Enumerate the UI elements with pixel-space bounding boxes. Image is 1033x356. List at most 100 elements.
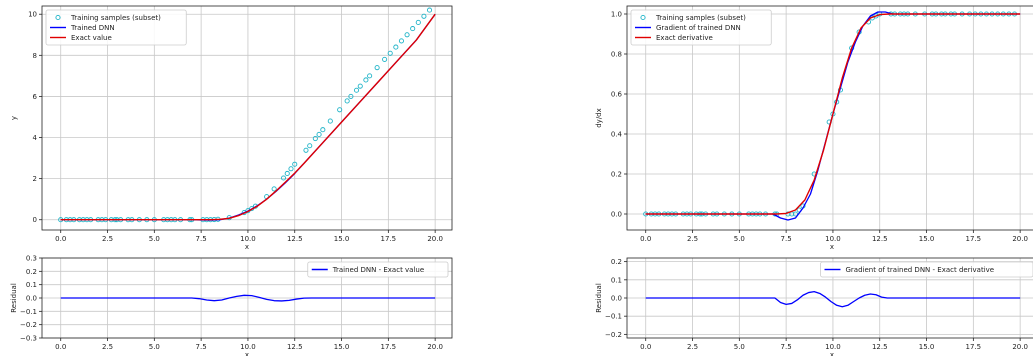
data-point — [348, 93, 354, 99]
x-tick-label: 7.5 — [196, 235, 207, 243]
exact-line — [645, 13, 1021, 215]
x-tick-label: 5.0 — [734, 343, 745, 351]
legend-label: Exact value — [71, 34, 112, 42]
x-axis-label: x — [245, 351, 249, 356]
x-tick-label: 17.5 — [966, 343, 982, 351]
x-tick-label: 2.5 — [687, 235, 698, 243]
data-point — [271, 186, 277, 192]
y-tick-label: 0.2 — [611, 258, 622, 266]
y-tick-label: 0.2 — [611, 171, 622, 179]
x-axis-label: x — [830, 351, 834, 356]
y-tick-label: 0.2 — [26, 268, 37, 276]
x-tick-label: 10.0 — [825, 235, 841, 243]
data-point — [284, 170, 290, 177]
x-tick-label: 15.0 — [334, 235, 350, 243]
data-point — [303, 147, 309, 153]
legend-box — [630, 9, 772, 46]
legend-label: Exact derivative — [656, 34, 713, 42]
legend-marker — [640, 14, 646, 21]
y-tick-label: 0.0 — [26, 295, 37, 303]
x-tick-label: 20.0 — [427, 343, 443, 351]
x-tick-label: 0.0 — [55, 235, 66, 243]
x-tick-label: 17.5 — [381, 343, 397, 351]
y-tick-label: 0.1 — [26, 281, 37, 289]
legend: Trained DNN - Exact value — [307, 261, 449, 278]
y-tick-label: 0.0 — [611, 295, 622, 303]
legend-label: Gradient of trained DNN — [656, 24, 741, 32]
y-tick-label: 0.4 — [611, 131, 623, 139]
y-tick-label: 0.1 — [611, 276, 622, 284]
x-tick-label: 15.0 — [334, 343, 350, 351]
y-axis-label: Residual — [10, 283, 18, 313]
x-tick-label: 10.0 — [825, 343, 841, 351]
x-tick-label: 5.0 — [734, 235, 745, 243]
data-point — [327, 118, 333, 124]
data-point — [404, 32, 410, 38]
x-tick-label: 0.0 — [640, 235, 651, 243]
data-layer — [645, 290, 1021, 308]
x-tick-label: 0.0 — [640, 343, 651, 351]
data-point — [421, 13, 427, 19]
legend: Gradient of trained DNN - Exact derivati… — [820, 261, 1033, 278]
data-point — [393, 44, 399, 50]
legend-label: Training samples (subset) — [655, 14, 746, 22]
dnn-line — [60, 294, 436, 302]
data-point — [320, 127, 326, 133]
x-tick-label: 2.5 — [102, 235, 113, 243]
x-tick-label: 17.5 — [966, 235, 982, 243]
x-tick-label: 20.0 — [1012, 235, 1028, 243]
legend: Training samples (subset) Gradient of tra… — [630, 9, 772, 46]
x-tick-label: 10.0 — [240, 343, 256, 351]
data-point — [288, 166, 294, 172]
subplot-value-residual: 0.0 2.5 5.0 7.5 10.0 12.5 15.0 17.5 20.0 −0.3 −0.2… — [10, 255, 453, 356]
x-tick-label: 7.5 — [196, 343, 207, 351]
marker-series — [58, 7, 433, 223]
exact-line — [60, 13, 436, 221]
axes-frame — [41, 5, 453, 231]
y-tick-label: 8 — [33, 52, 37, 60]
data-layer — [58, 7, 436, 223]
x-tick-label: 2.5 — [687, 343, 698, 351]
y-tick-label: −0.3 — [20, 335, 37, 343]
x-tick-label: 12.5 — [287, 343, 303, 351]
y-tick-label: 1.0 — [611, 11, 622, 19]
data-point — [398, 38, 405, 44]
x-axis-label: x — [830, 243, 834, 251]
y-tick-label: −0.2 — [20, 321, 37, 329]
legend-box — [45, 9, 187, 46]
x-tick-label: 15.0 — [919, 235, 935, 243]
data-point — [337, 107, 343, 113]
y-tick-label: 0 — [33, 216, 37, 224]
data-point — [387, 50, 393, 56]
legend-marker — [55, 14, 61, 21]
x-tick-label: 12.5 — [287, 235, 303, 243]
y-tick-label: −0.1 — [605, 313, 622, 321]
y-tick-label: −0.1 — [20, 308, 37, 316]
axes-frame — [626, 5, 1033, 231]
data-point — [374, 65, 380, 71]
legend-box — [307, 261, 449, 278]
legend-box — [820, 261, 1033, 278]
legend-label: Gradient of trained DNN - Exact derivati… — [846, 266, 995, 274]
x-tick-label: 5.0 — [149, 235, 160, 243]
data-point — [357, 83, 363, 89]
data-point — [280, 175, 287, 181]
x-tick-label: 12.5 — [872, 343, 888, 351]
x-tick-label: 2.5 — [102, 343, 113, 351]
y-axis-label: dy/dx — [595, 108, 603, 128]
x-tick-label: 10.0 — [240, 235, 256, 243]
x-tick-label: 7.5 — [781, 235, 792, 243]
y-tick-label: −0.2 — [605, 331, 622, 339]
legend: Training samples (subset) Trained DNN Exac… — [45, 9, 187, 46]
data-point — [344, 98, 350, 104]
subplot-value-top: 0.0 2.5 5.0 7.5 10.0 12.5 15.0 17.5 20.0 0 2 4 6 8 10 x… — [10, 5, 453, 251]
x-tick-label: 0.0 — [55, 343, 66, 351]
y-tick-label: 0.0 — [611, 211, 622, 219]
data-point — [426, 7, 433, 13]
y-tick-label: 0.8 — [611, 51, 622, 59]
subplot-derivative-top: 0.0 2.5 5.0 7.5 10.0 12.5 15.0 17.5 20.0 0.0 0.2 0.… — [595, 5, 1033, 251]
data-layer — [643, 11, 1021, 221]
data-point — [363, 77, 369, 83]
data-point — [410, 26, 416, 32]
